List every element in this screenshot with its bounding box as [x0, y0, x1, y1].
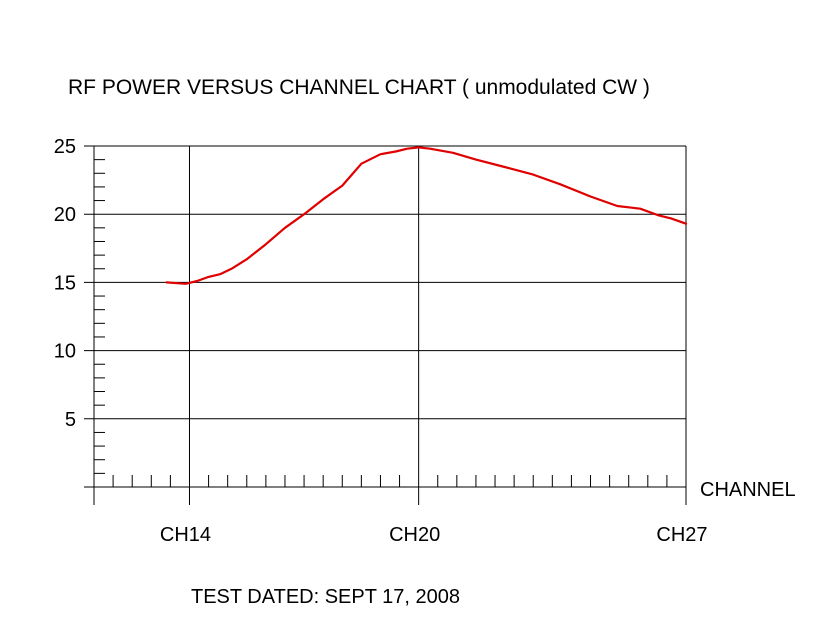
y-tick-label-5: 5 [65, 409, 76, 431]
y-tick-label-10: 10 [54, 341, 76, 363]
series [165, 146, 688, 285]
series-line-rf-power [165, 146, 688, 285]
x-tick-labels: CH14 CH20 CH27 [160, 524, 708, 546]
y-tick-labels: 5 10 15 20 25 [54, 136, 76, 431]
x-tick-label-CH20: CH20 [389, 524, 440, 546]
test-date: TEST DATED: SEPT 17, 2008 [191, 586, 460, 608]
y-tick-label-15: 15 [54, 272, 76, 294]
x-axis-label: CHANNEL [700, 479, 796, 501]
minor-ticks [94, 159, 668, 487]
x-tick-label-CH27: CH27 [656, 524, 707, 546]
axes [84, 146, 686, 505]
y-tick-label-25: 25 [54, 136, 76, 158]
grid [84, 145, 687, 505]
x-tick-label-CH14: CH14 [160, 524, 211, 546]
chart-title: RF POWER VERSUS CHANNEL CHART ( unmodula… [68, 76, 650, 99]
y-tick-label-20: 20 [54, 204, 76, 226]
